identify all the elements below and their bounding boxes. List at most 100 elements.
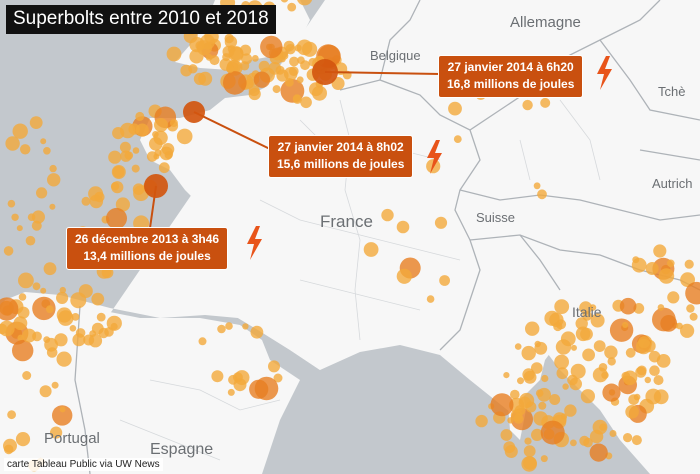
superbolt-dot bbox=[251, 55, 259, 62]
superbolt-dot bbox=[503, 372, 510, 379]
superbolt-dot bbox=[135, 111, 145, 121]
superbolt-dot bbox=[686, 304, 695, 313]
superbolt-dot bbox=[18, 272, 34, 289]
superbolt-dot bbox=[272, 85, 281, 94]
label-suisse: Suisse bbox=[476, 210, 516, 225]
map-title: Superbolts entre 2010 et 2018 bbox=[6, 5, 276, 34]
superbolt-dot bbox=[625, 405, 639, 419]
superbolt-dot bbox=[268, 360, 280, 373]
superbolt-dot bbox=[176, 128, 193, 145]
superbolt-dot bbox=[3, 246, 14, 256]
superbolt-dot bbox=[31, 210, 45, 224]
superbolt-dot bbox=[0, 297, 19, 321]
superbolt-dot bbox=[227, 388, 235, 396]
superbolt-dot bbox=[631, 257, 647, 273]
superbolt-dot bbox=[56, 351, 72, 367]
superbolt-dot bbox=[250, 325, 264, 339]
superbolt-dot bbox=[514, 343, 522, 350]
superbolt-dot bbox=[59, 286, 66, 294]
superbolt-dot bbox=[541, 374, 549, 383]
superbolt-dot bbox=[535, 389, 544, 398]
superbolt-dot bbox=[553, 321, 563, 332]
superbolt-dot bbox=[49, 203, 56, 210]
callout-energy: 15,6 millions de joules bbox=[277, 157, 405, 171]
callout-superbolt-1[interactable]: 27 janvier 2014 à 6h20 16,8 millions de … bbox=[438, 55, 584, 98]
superbolt-dot bbox=[7, 199, 16, 208]
superbolt-dot bbox=[296, 76, 304, 84]
superbolt-dot bbox=[500, 429, 513, 441]
callout-superbolt-2[interactable]: 27 janvier 2014 à 8h02 15,6 millions de … bbox=[268, 135, 414, 178]
label-autriche: Autrich bbox=[652, 176, 693, 191]
superbolt-dot bbox=[580, 327, 593, 341]
superbolt-dot bbox=[153, 130, 168, 145]
superbolt-dot bbox=[676, 322, 683, 330]
superbolt-dot bbox=[645, 262, 659, 275]
superbolt-dot bbox=[111, 181, 124, 194]
superbolt-dot bbox=[285, 44, 296, 55]
superbolt-dot bbox=[396, 268, 412, 284]
major-superbolt-dot[interactable] bbox=[312, 59, 338, 85]
superbolt-dot bbox=[166, 46, 182, 62]
superbolt-dot bbox=[517, 377, 524, 385]
superbolt-dot bbox=[211, 370, 224, 383]
superbolt-dot bbox=[604, 345, 618, 359]
superbolt-dot bbox=[589, 443, 608, 462]
superbolt-dot bbox=[59, 406, 66, 413]
superbolt-dot bbox=[225, 322, 233, 330]
superbolt-dot bbox=[51, 381, 59, 389]
superbolt-dot bbox=[222, 45, 235, 58]
major-superbolt-dot[interactable] bbox=[144, 174, 168, 198]
superbolt-dot bbox=[439, 275, 450, 286]
superbolt-dot bbox=[22, 371, 32, 380]
superbolt-dot bbox=[132, 147, 140, 154]
superbolt-dot bbox=[653, 389, 669, 405]
superbolt-dot bbox=[689, 312, 698, 321]
major-superbolts bbox=[144, 59, 338, 198]
superbolt-dot bbox=[607, 357, 616, 366]
label-tcheque: Tchè bbox=[658, 84, 686, 99]
superbolt-dot bbox=[549, 394, 561, 405]
superbolt-dot bbox=[234, 370, 250, 386]
superbolt-dot bbox=[567, 374, 578, 386]
superbolt-dot bbox=[434, 216, 448, 229]
superbolt-dot bbox=[96, 312, 106, 322]
superbolt-dot bbox=[510, 389, 520, 400]
superbolt-dot bbox=[609, 430, 617, 437]
superbolt-dot bbox=[589, 429, 604, 444]
superbolt-dot bbox=[533, 182, 541, 190]
superbolt-dot bbox=[658, 268, 675, 284]
superbolt-dot bbox=[94, 191, 105, 203]
superbolt-dot bbox=[575, 317, 588, 330]
superbolt-dot bbox=[36, 187, 48, 199]
superbolt-dot bbox=[504, 445, 518, 458]
superbolt-dot bbox=[525, 321, 540, 336]
superbolt-dot bbox=[475, 414, 488, 428]
superbolt-dot bbox=[540, 97, 551, 108]
superbolt-dot bbox=[18, 293, 27, 301]
superbolt-dot bbox=[680, 323, 695, 338]
superbolt-dot bbox=[7, 410, 16, 420]
superbolt-dot bbox=[531, 362, 543, 374]
superbolt-dot bbox=[580, 389, 596, 404]
superbolt-dot bbox=[426, 295, 435, 303]
superbolt-dot bbox=[223, 71, 247, 95]
superbolt-dot bbox=[667, 259, 675, 268]
superbolt-dot bbox=[283, 67, 298, 81]
superbolt-dot bbox=[522, 99, 533, 111]
superbolt-dot bbox=[622, 321, 629, 328]
major-superbolt-dot[interactable] bbox=[183, 101, 205, 123]
superbolt-dot bbox=[296, 39, 313, 56]
superbolt-dot bbox=[32, 296, 56, 321]
superbolt-dot bbox=[69, 325, 77, 332]
superbolt-dot bbox=[560, 331, 576, 347]
superbolt-dot bbox=[570, 363, 586, 379]
superbolt-dot bbox=[260, 35, 283, 59]
superbolt-dot bbox=[453, 135, 462, 144]
callout-superbolt-3[interactable]: 26 décembre 2013 à 3h46 13,4 millions de… bbox=[66, 227, 229, 270]
superbolt-dot bbox=[43, 147, 51, 155]
label-allemagne: Allemagne bbox=[510, 14, 581, 31]
superbolt-dot bbox=[112, 166, 125, 178]
superbolt-dot bbox=[253, 71, 271, 88]
